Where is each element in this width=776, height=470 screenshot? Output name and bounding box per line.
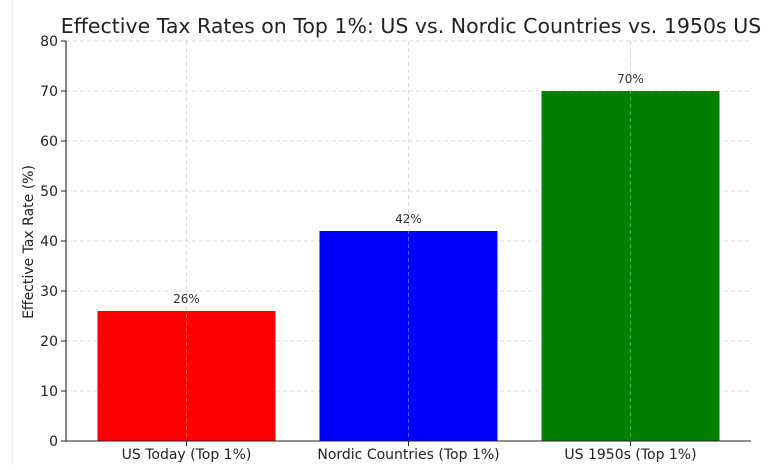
chart-title: Effective Tax Rates on Top 1%: US vs. No… [61,14,761,38]
bars [97,41,720,441]
x-tick-label: US 1950s (Top 1%) [564,447,696,463]
y-tick-label: 60 [40,134,58,150]
bar-data-label: 42% [395,212,422,226]
bar-data-label: 70% [617,72,644,86]
left-edge-divider [12,0,13,465]
data-labels: 26% 42% 70% [173,72,644,306]
axes: 0 10 20 30 40 50 60 70 80 US Today (Top 1%) Nordic… [40,34,751,463]
y-tick-label: 0 [49,434,58,450]
y-tick-label: 70 [40,84,58,100]
x-tick-label: US Today (Top 1%) [122,447,252,463]
y-tick-label: 10 [40,384,58,400]
y-axis-label: Effective Tax Rate (%) [21,165,37,319]
x-tick-label: Nordic Countries (Top 1%) [317,447,499,463]
y-tick-label: 40 [40,234,58,250]
y-tick-label: 20 [40,334,58,350]
y-tick-label: 30 [40,284,58,300]
y-tick-label: 50 [40,184,58,200]
bar-data-label: 26% [173,292,200,306]
y-tick-label: 80 [40,34,58,50]
